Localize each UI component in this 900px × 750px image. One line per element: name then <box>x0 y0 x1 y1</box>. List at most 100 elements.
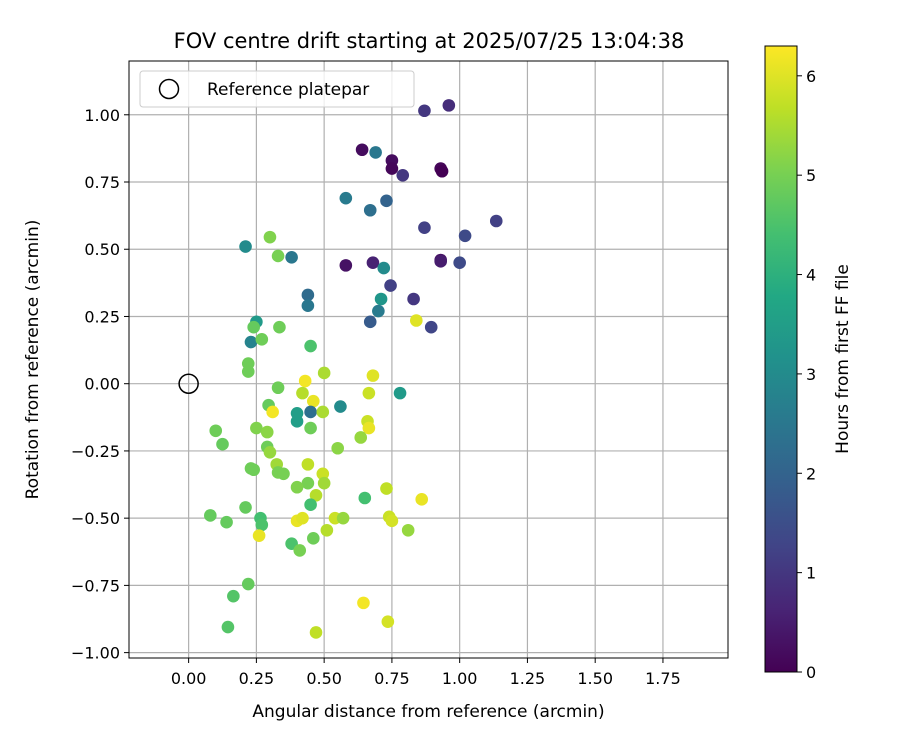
colorbar-tick-label: 3 <box>806 365 816 384</box>
data-point <box>380 482 393 495</box>
data-point <box>241 365 255 378</box>
data-point <box>384 279 397 292</box>
colorbar-tick-label: 6 <box>806 67 816 86</box>
data-point <box>336 511 350 525</box>
data-point <box>401 523 415 537</box>
x-tick-label: 0.50 <box>306 669 342 688</box>
data-point <box>263 445 277 459</box>
data-point <box>241 577 255 591</box>
data-point <box>380 194 393 208</box>
data-point <box>285 251 298 264</box>
data-point <box>366 369 380 382</box>
x-tick-label: 1.00 <box>442 669 478 688</box>
data-point <box>271 381 285 395</box>
data-point <box>252 529 266 542</box>
data-point <box>424 320 438 334</box>
data-point <box>304 421 317 435</box>
data-point <box>290 415 304 428</box>
x-tick-label: 0.00 <box>171 669 207 688</box>
y-tick-label: 0.75 <box>84 173 120 192</box>
data-point <box>374 292 388 306</box>
data-point <box>435 164 449 178</box>
data-point <box>227 589 240 603</box>
data-point <box>247 320 260 334</box>
data-point <box>393 386 407 400</box>
data-point <box>250 421 263 435</box>
data-point <box>296 511 309 525</box>
x-tick-label: 1.50 <box>577 669 613 688</box>
grid-lines <box>129 61 728 658</box>
data-point <box>317 366 331 380</box>
data-point <box>381 615 395 628</box>
colorbar: 0 1 2 3 4 5 6 Hours from first FF file <box>764 45 853 682</box>
data-point <box>290 480 304 494</box>
y-tick-label: −0.50 <box>71 509 120 528</box>
data-point <box>320 523 334 537</box>
data-point <box>334 400 347 413</box>
data-point <box>357 596 370 610</box>
data-point <box>363 203 377 217</box>
data-point <box>255 518 269 532</box>
data-point <box>307 394 320 408</box>
data-point <box>418 221 431 235</box>
data-point <box>358 491 372 505</box>
colorbar-tick-label: 0 <box>806 663 816 682</box>
data-point <box>301 458 315 471</box>
data-point <box>216 437 229 451</box>
data-point <box>317 476 331 490</box>
y-tick-label: −0.25 <box>71 442 120 461</box>
data-point <box>239 240 252 253</box>
data-point <box>377 261 391 275</box>
legend-box <box>139 70 415 108</box>
data-point <box>239 501 252 514</box>
data-point <box>220 515 233 529</box>
x-tick-label: 0.75 <box>374 669 410 688</box>
y-tick-label: 1.00 <box>84 106 120 125</box>
y-tick-label: 0.00 <box>84 375 120 394</box>
plot-frame <box>128 60 729 659</box>
data-point <box>266 405 279 419</box>
data-point <box>366 256 380 269</box>
data-point <box>385 514 399 528</box>
data-point <box>309 626 323 639</box>
data-point <box>244 335 258 349</box>
data-point <box>331 441 345 455</box>
x-axis-ticks: 0.00 0.25 0.50 0.75 1.00 1.25 1.50 1.75 <box>171 658 681 688</box>
data-point <box>298 374 312 388</box>
data-point <box>316 405 330 419</box>
y-axis-ticks: 1.00 0.75 0.50 0.25 0.00 −0.25 −0.50 −0.75 −1.00 <box>71 106 129 663</box>
data-point <box>407 292 420 306</box>
data-points <box>204 99 503 639</box>
data-point <box>316 467 330 481</box>
data-point <box>247 463 260 477</box>
data-point <box>273 320 286 334</box>
data-point <box>453 256 466 269</box>
reference-platepar-marker <box>178 373 199 394</box>
colorbar-tick-label: 4 <box>806 266 816 285</box>
data-point <box>293 544 307 557</box>
data-point <box>339 191 353 205</box>
colorbar-frame <box>764 45 798 673</box>
data-point <box>489 214 503 228</box>
data-point <box>277 467 290 481</box>
colorbar-ticks: 0 1 2 3 4 5 6 <box>797 67 816 682</box>
data-point <box>355 143 369 157</box>
data-point <box>301 288 315 302</box>
data-point <box>307 532 320 545</box>
data-point <box>363 315 377 329</box>
x-tick-label: 0.25 <box>239 669 275 688</box>
y-tick-label: 0.25 <box>84 307 120 326</box>
data-point <box>410 314 423 327</box>
data-point <box>296 386 309 400</box>
data-point <box>418 104 431 118</box>
data-point <box>396 168 410 182</box>
data-point <box>304 339 317 353</box>
data-point <box>442 99 456 112</box>
data-point <box>304 498 317 512</box>
data-point <box>271 249 285 263</box>
x-axis-label: Angular distance from reference (arcmin) <box>252 702 604 722</box>
colorbar-tick-label: 1 <box>806 564 816 583</box>
data-point <box>339 259 353 272</box>
data-point <box>260 425 274 439</box>
y-axis-label: Rotation from reference (arcmin) <box>23 220 43 500</box>
